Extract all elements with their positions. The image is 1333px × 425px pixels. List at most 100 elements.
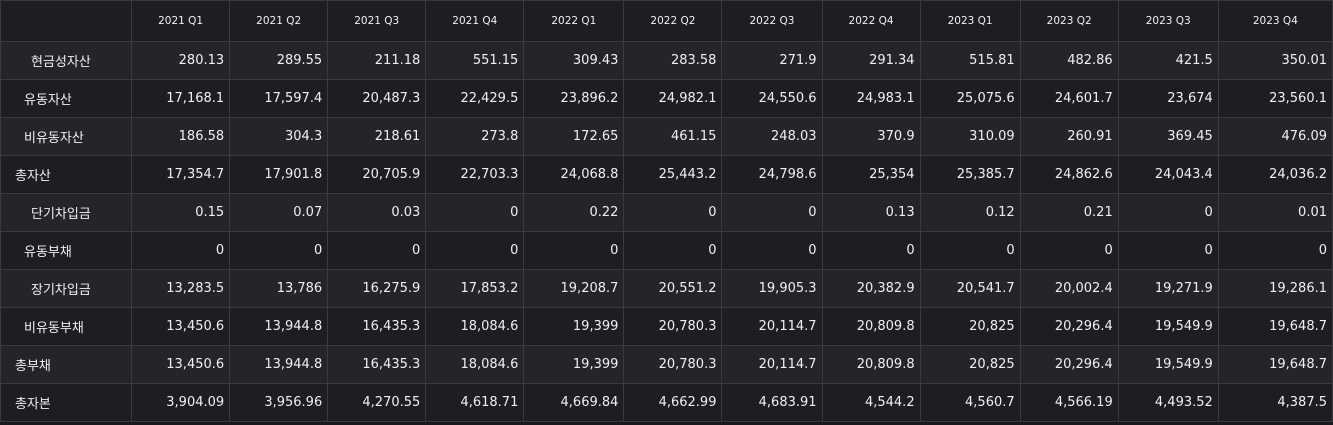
table-cell: 18,084.6 — [425, 307, 525, 346]
table-cell: 20,541.7 — [919, 269, 1021, 308]
table-cell: 260.91 — [1019, 117, 1119, 156]
table-cell: 17,597.4 — [229, 79, 329, 118]
table-cell: 0 — [1217, 231, 1333, 270]
table-cell: 4,387.5 — [1217, 383, 1333, 422]
row-label: 총자산 — [0, 155, 133, 194]
table-cell: 25,385.7 — [919, 155, 1021, 194]
table-cell: 13,450.6 — [131, 307, 231, 346]
table-cell: 289.55 — [229, 41, 329, 80]
table-cell: 13,944.8 — [229, 345, 329, 384]
table-cell: 0.01 — [1217, 193, 1333, 232]
table-cell: 20,002.4 — [1019, 269, 1119, 308]
table-cell: 24,068.8 — [523, 155, 625, 194]
column-header: 2023 Q2 — [1019, 0, 1119, 42]
table-row: 유동부채 0 0 0 0 0 0 0 0 0 0 0 0 — [0, 231, 1333, 270]
table-cell: 0.07 — [229, 193, 329, 232]
table-cell: 18,084.6 — [425, 345, 525, 384]
table-cell: 283.58 — [623, 41, 723, 80]
table-cell: 19,549.9 — [1117, 345, 1219, 384]
table-cell: 4,618.71 — [425, 383, 525, 422]
table-cell: 20,487.3 — [327, 79, 427, 118]
table-cell: 0 — [523, 231, 625, 270]
table-cell: 17,168.1 — [131, 79, 231, 118]
table-cell: 0 — [721, 193, 823, 232]
table-cell: 3,956.96 — [229, 383, 329, 422]
table-cell: 24,982.1 — [623, 79, 723, 118]
row-label: 비유동부채 — [0, 307, 133, 346]
table-cell: 24,983.1 — [821, 79, 921, 118]
table-row: 총자산 17,354.7 17,901.8 20,705.9 22,703.3 24,06… — [0, 155, 1333, 194]
table-cell: 0 — [1117, 193, 1219, 232]
table-cell: 20,809.8 — [821, 345, 921, 384]
row-label: 현금성자산 — [0, 41, 133, 80]
table-cell: 4,662.99 — [623, 383, 723, 422]
table-cell: 350.01 — [1217, 41, 1333, 80]
row-label: 유동자산 — [0, 79, 133, 118]
table-cell: 0 — [425, 193, 525, 232]
column-header: 2021 Q3 — [327, 0, 427, 42]
column-header: 2023 Q3 — [1117, 0, 1219, 42]
table-cell: 0.03 — [327, 193, 427, 232]
table-cell: 369.45 — [1117, 117, 1219, 156]
table-cell: 515.81 — [919, 41, 1021, 80]
table-cell: 0 — [1117, 231, 1219, 270]
table-cell: 0 — [821, 231, 921, 270]
table-cell: 4,544.2 — [821, 383, 921, 422]
table-cell: 23,560.1 — [1217, 79, 1333, 118]
column-header: 2023 Q1 — [919, 0, 1021, 42]
table-cell: 0 — [1019, 231, 1119, 270]
table-cell: 370.9 — [821, 117, 921, 156]
table-cell: 19,286.1 — [1217, 269, 1333, 308]
table-cell: 3,904.09 — [131, 383, 231, 422]
table-cell: 0 — [919, 231, 1021, 270]
table-cell: 310.09 — [919, 117, 1021, 156]
table-cell: 22,429.5 — [425, 79, 525, 118]
table-cell: 211.18 — [327, 41, 427, 80]
table-cell: 20,825 — [919, 307, 1021, 346]
table-cell: 13,450.6 — [131, 345, 231, 384]
table-cell: 20,296.4 — [1019, 307, 1119, 346]
corner-cell — [0, 0, 133, 42]
column-header: 2021 Q4 — [425, 0, 525, 42]
table-cell: 19,648.7 — [1217, 345, 1333, 384]
row-label: 유동부채 — [0, 231, 133, 270]
column-header: 2023 Q4 — [1217, 0, 1333, 42]
table-cell: 0.13 — [821, 193, 921, 232]
table-cell: 19,648.7 — [1217, 307, 1333, 346]
table-cell: 280.13 — [131, 41, 231, 80]
table-cell: 461.15 — [623, 117, 723, 156]
table-cell: 476.09 — [1217, 117, 1333, 156]
table-cell: 13,786 — [229, 269, 329, 308]
column-header: 2022 Q3 — [721, 0, 823, 42]
table-cell: 0 — [721, 231, 823, 270]
table-cell: 24,862.6 — [1019, 155, 1119, 194]
table-cell: 0.21 — [1019, 193, 1119, 232]
table-cell: 4,669.84 — [523, 383, 625, 422]
table-cell: 24,601.7 — [1019, 79, 1119, 118]
table-row: 총자본 3,904.09 3,956.96 4,270.55 4,618.71 4,669… — [0, 383, 1333, 422]
table-cell: 0 — [131, 231, 231, 270]
table-cell: 24,036.2 — [1217, 155, 1333, 194]
row-label: 장기차입금 — [0, 269, 133, 308]
table-cell: 25,075.6 — [919, 79, 1021, 118]
table-cell: 17,853.2 — [425, 269, 525, 308]
table-cell: 4,683.91 — [721, 383, 823, 422]
table-cell: 19,549.9 — [1117, 307, 1219, 346]
table-row: 현금성자산 280.13 289.55 211.18 551.15 309.43 283.5… — [0, 41, 1333, 80]
table-cell: 20,296.4 — [1019, 345, 1119, 384]
table-cell: 19,399 — [523, 307, 625, 346]
table-cell: 24,043.4 — [1117, 155, 1219, 194]
table-cell: 4,493.52 — [1117, 383, 1219, 422]
table-cell: 0.15 — [131, 193, 231, 232]
table-cell: 24,550.6 — [721, 79, 823, 118]
column-header: 2021 Q1 — [131, 0, 231, 42]
table-cell: 19,271.9 — [1117, 269, 1219, 308]
table-cell: 248.03 — [721, 117, 823, 156]
table-cell: 218.61 — [327, 117, 427, 156]
table-cell: 20,382.9 — [821, 269, 921, 308]
column-header: 2022 Q1 — [523, 0, 625, 42]
table-row: 단기차입금 0.15 0.07 0.03 0 0.22 0 0 0.13 0.12 0.21 0 0.0… — [0, 193, 1333, 232]
table-cell: 23,674 — [1117, 79, 1219, 118]
table-row: 장기차입금 13,283.5 13,786 16,275.9 17,853.2 19,20… — [0, 269, 1333, 308]
